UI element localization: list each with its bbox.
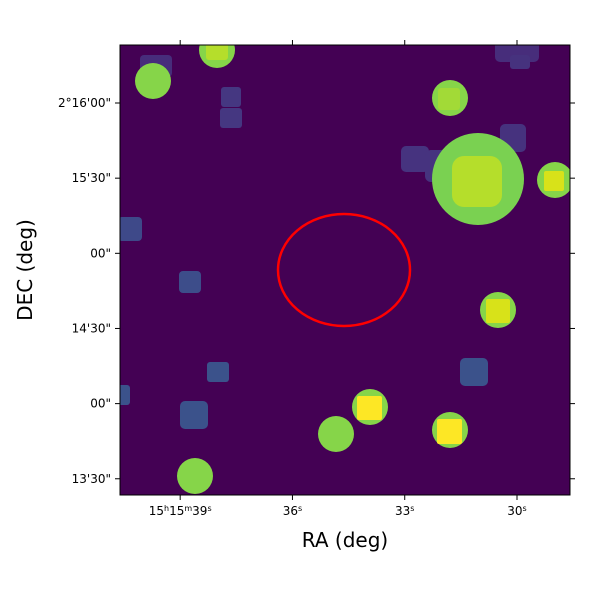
x-tick-label: 36s (283, 504, 302, 519)
region (276, 212, 412, 328)
x-axis-label: RA (deg) (302, 528, 388, 552)
y-tick-label: 15'30" (72, 171, 111, 185)
y-tick-label: 00" (90, 397, 111, 411)
y-tick-label: 13'30" (72, 472, 111, 486)
y-tick-label: 2°16'00" (58, 96, 111, 110)
y-tick-label: 00" (90, 246, 111, 260)
y-tick-label: 14'30" (72, 321, 111, 335)
image (120, 45, 570, 495)
x-tick-label: 30s (507, 504, 526, 519)
frame (119, 44, 571, 496)
x-tick-label: 33s (395, 504, 414, 519)
y-axis-label: DEC (deg) (13, 219, 37, 321)
x-tick-label: 15h15m39s (149, 504, 212, 519)
